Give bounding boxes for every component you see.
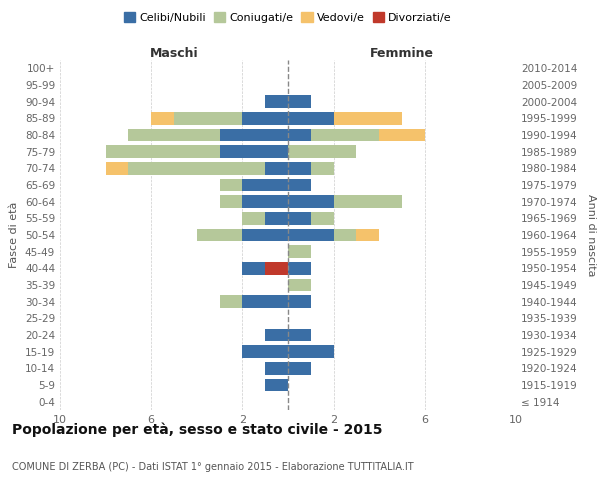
Bar [242,229,288,241]
Bar [288,128,311,141]
Bar [288,179,311,191]
Bar [288,362,311,374]
Bar [379,128,425,141]
Bar [288,246,311,258]
Text: Femmine: Femmine [370,47,434,60]
Bar [288,262,311,274]
Bar [265,362,288,374]
Bar [311,212,334,224]
Bar [265,379,288,391]
Y-axis label: Fasce di età: Fasce di età [10,202,19,268]
Bar [220,296,242,308]
Bar [288,146,356,158]
Bar [220,179,242,191]
Bar [106,162,128,174]
Bar [265,96,288,108]
Bar [220,128,288,141]
Text: COMUNE DI ZERBA (PC) - Dati ISTAT 1° gennaio 2015 - Elaborazione TUTTITALIA.IT: COMUNE DI ZERBA (PC) - Dati ISTAT 1° gen… [12,462,413,472]
Bar [174,112,242,124]
Bar [356,229,379,241]
Bar [334,196,402,208]
Bar [242,346,288,358]
Bar [288,212,311,224]
Bar [265,329,288,341]
Bar [288,96,311,108]
Bar [288,112,334,124]
Bar [288,196,334,208]
Bar [288,346,334,358]
Y-axis label: Anni di nascita: Anni di nascita [586,194,596,276]
Bar [265,262,288,274]
Text: Popolazione per età, sesso e stato civile - 2015: Popolazione per età, sesso e stato civil… [12,422,383,437]
Bar [311,162,334,174]
Text: Maschi: Maschi [149,47,199,60]
Bar [242,112,288,124]
Bar [128,128,220,141]
Legend: Celibi/Nubili, Coniugati/e, Vedovi/e, Divorziati/e: Celibi/Nubili, Coniugati/e, Vedovi/e, Di… [120,8,456,28]
Bar [151,112,174,124]
Bar [311,128,379,141]
Bar [242,179,288,191]
Bar [288,162,311,174]
Bar [288,329,311,341]
Bar [220,196,242,208]
Bar [242,296,288,308]
Bar [242,262,265,274]
Bar [242,212,265,224]
Bar [265,162,288,174]
Bar [334,229,356,241]
Bar [265,212,288,224]
Bar [106,146,220,158]
Bar [288,229,334,241]
Bar [288,279,311,291]
Bar [197,229,242,241]
Bar [242,196,288,208]
Bar [288,296,311,308]
Bar [220,146,288,158]
Bar [334,112,402,124]
Bar [128,162,265,174]
